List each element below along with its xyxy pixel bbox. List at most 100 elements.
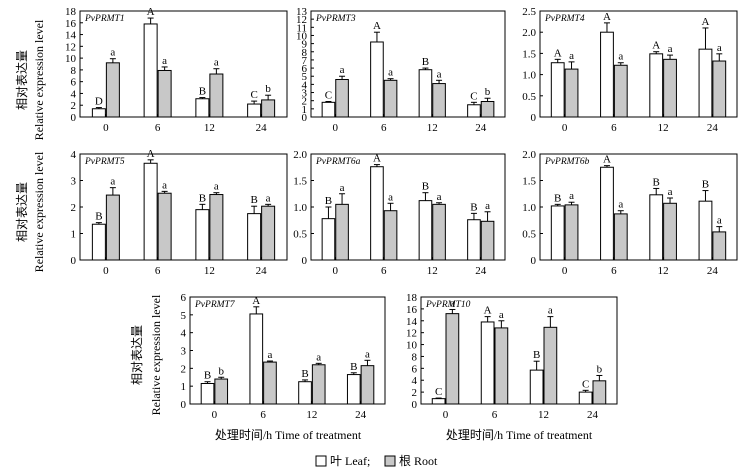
y-tick-label: 0 <box>412 399 418 411</box>
x-tick-label: 6 <box>611 122 617 134</box>
significance-letter: a <box>437 68 442 80</box>
root-bar <box>335 78 349 118</box>
x-tick-label: 0 <box>443 409 449 421</box>
x-tick-label: 12 <box>658 265 669 277</box>
significance-letter: B <box>554 192 561 204</box>
leaf-bar <box>195 209 210 261</box>
y-tick-label: 1.0 <box>522 202 536 214</box>
significance-letter: C <box>325 90 332 102</box>
x-tick-label: 0 <box>333 122 339 134</box>
y-tick-label: 6 <box>412 363 418 375</box>
x-tick-label: 12 <box>204 265 215 277</box>
x-tick-label: 6 <box>155 122 161 134</box>
legend: 叶 Leaf; 根 Root <box>315 454 438 468</box>
significance-letter: B <box>350 361 357 373</box>
y-tick-label: 4 <box>412 375 418 387</box>
y-tick-label: 0 <box>181 399 187 411</box>
y-tick-label: 1.0 <box>522 70 536 82</box>
significance-letter: a <box>499 309 504 321</box>
leaf-bar <box>91 223 106 261</box>
y-tick-label: 8 <box>71 65 77 77</box>
y-axis-label-en: Relative expression level <box>32 151 46 272</box>
leaf-bar <box>346 374 361 405</box>
significance-letter: B <box>653 176 660 188</box>
y-tick-label: 2.0 <box>522 27 536 39</box>
significance-letter: D <box>95 96 103 108</box>
x-tick-label: 0 <box>562 265 568 277</box>
root-bar <box>209 73 224 118</box>
y-tick-label: 4 <box>71 88 77 100</box>
root-bar <box>157 192 172 261</box>
significance-letter: b <box>218 365 224 377</box>
leaf-bar <box>698 200 713 261</box>
leaf-bar <box>91 108 106 118</box>
root-bar <box>432 203 446 261</box>
root-bar <box>157 69 172 118</box>
x-tick-label: 12 <box>427 122 438 134</box>
y-tick-label: 7 <box>302 55 308 67</box>
significance-letter: a <box>450 297 455 309</box>
y-tick-label: 8 <box>302 47 308 59</box>
significance-letter: A <box>603 11 611 23</box>
y-tick-label: 2 <box>302 96 308 108</box>
y-tick-label: 2 <box>181 363 187 375</box>
x-tick-label: 24 <box>355 409 367 421</box>
x-tick-label: 24 <box>256 122 268 134</box>
plot-frame <box>539 10 738 118</box>
y-tick-label: 0 <box>302 112 308 124</box>
y-tick-label: 10 <box>65 53 77 65</box>
leaf-bar <box>321 218 336 261</box>
leaf-bar <box>467 219 481 261</box>
significance-letter: A <box>373 153 381 165</box>
root-bar <box>105 62 120 118</box>
significance-letter: B <box>250 194 257 206</box>
y-tick-label: 18 <box>406 292 418 304</box>
x-tick-label: 6 <box>611 265 617 277</box>
significance-letter: a <box>569 190 574 202</box>
root-bar <box>480 220 495 261</box>
significance-letter: C <box>582 378 589 390</box>
y-tick-label: 2.0 <box>522 149 536 161</box>
x-tick-label: 6 <box>260 409 266 421</box>
significance-letter: A <box>652 40 660 52</box>
leaf-bar <box>418 69 433 118</box>
significance-letter: B <box>470 201 477 213</box>
significance-letter: a <box>268 349 273 361</box>
leaf-bar <box>467 104 481 118</box>
leaf-bar <box>143 23 158 118</box>
y-tick-label: 2.0 <box>293 149 307 161</box>
y-tick-label: 2 <box>71 100 77 112</box>
root-bar <box>261 99 276 118</box>
significance-letter: B <box>325 195 332 207</box>
leaf-bar <box>321 101 336 118</box>
root-bar <box>360 365 375 405</box>
root-bar <box>214 378 229 405</box>
root-bar <box>592 380 607 405</box>
leaf-bar <box>143 162 158 261</box>
x-tick-label: 12 <box>204 122 215 134</box>
significance-letter: a <box>717 215 722 227</box>
y-tick-label: 11 <box>296 22 307 34</box>
root-bar <box>480 101 495 118</box>
y-tick-label: 0.5 <box>293 229 307 241</box>
root-bar <box>712 231 727 261</box>
y-tick-label: 16 <box>406 304 418 316</box>
y-tick-label: 0.5 <box>522 91 536 103</box>
significance-letter: a <box>717 42 722 54</box>
significance-letter: C <box>470 90 477 102</box>
root-bar <box>613 64 628 118</box>
leaf-bar <box>550 205 565 261</box>
root-bar <box>564 204 579 261</box>
significance-letter: a <box>110 176 115 188</box>
y-tick-label: 6 <box>302 63 308 75</box>
y-tick-label: 2 <box>412 387 418 399</box>
y-tick-label: 0 <box>531 112 537 124</box>
y-tick-label: 3 <box>71 176 77 188</box>
y-tick-label: 0 <box>302 255 308 267</box>
y-tick-label: 9 <box>302 39 308 51</box>
x-tick-label: 24 <box>587 409 599 421</box>
x-tick-label: 24 <box>707 122 719 134</box>
x-tick-label: 0 <box>562 122 568 134</box>
